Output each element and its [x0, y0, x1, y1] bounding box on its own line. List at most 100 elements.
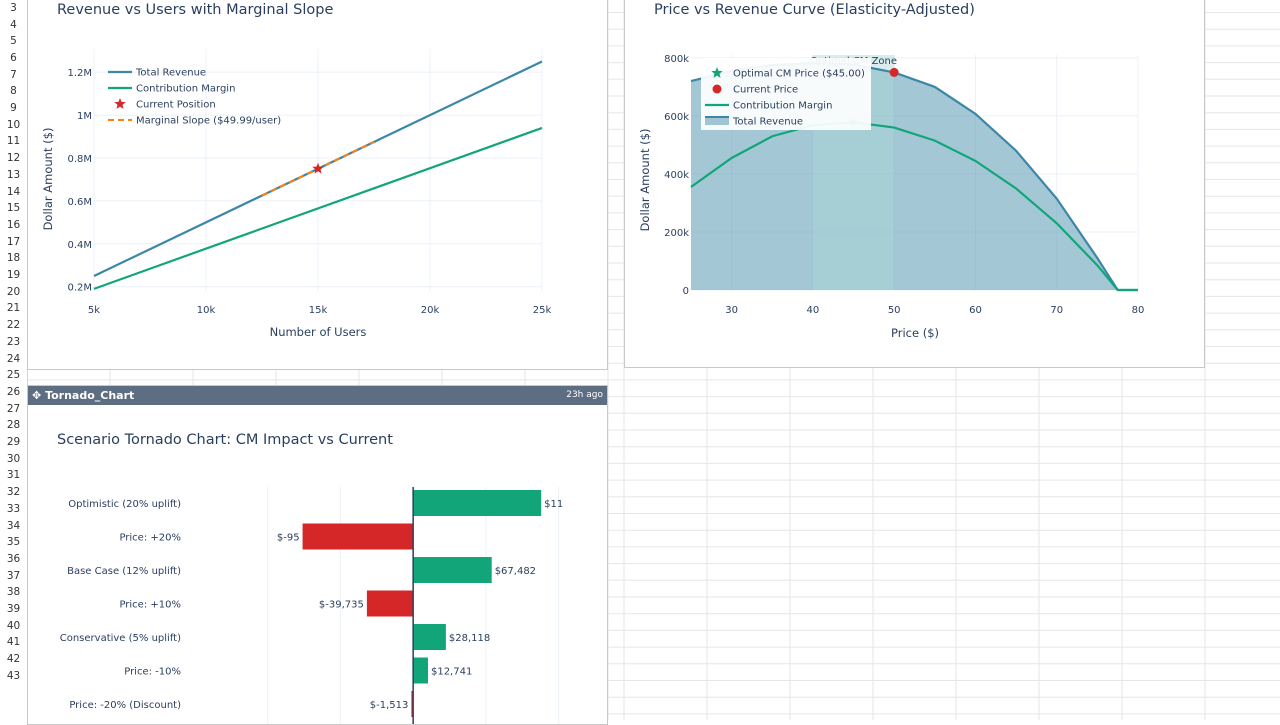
row-number[interactable]: 39 [6, 603, 21, 615]
legend-swatch [114, 98, 126, 109]
x-axis-title: Price ($) [891, 326, 939, 340]
x-tick-label: 40 [807, 305, 820, 316]
row-number[interactable]: 40 [6, 619, 21, 632]
series-line [93, 126, 543, 290]
y-tick-label: 0 [683, 286, 689, 297]
row-number[interactable]: 37 [6, 569, 21, 582]
tornado-panel[interactable]: ✥ Tornado_Chart 23h ago Optimistic (20% … [27, 385, 608, 725]
row-number[interactable]: 25 [6, 369, 21, 382]
row-number[interactable]: 23 [6, 335, 21, 348]
chart-title: Price vs Revenue Curve (Elasticity-Adjus… [654, 2, 975, 18]
row-number[interactable]: 42 [6, 653, 21, 666]
row-number[interactable]: 20 [6, 285, 21, 298]
tornado-chart: Optimistic (20% uplift) $11 Price: +20% $-9… [57, 432, 563, 724]
x-tick-label: 30 [725, 305, 738, 316]
tornado-bar [302, 523, 414, 550]
row-number[interactable]: 10 [6, 118, 21, 131]
legend-item-label: Contribution Margin [733, 101, 832, 112]
tornado-bar [366, 590, 414, 617]
category-label: Base Case (12% uplift) [67, 566, 181, 577]
row-number[interactable]: 24 [6, 352, 21, 365]
category-label: Optimistic (20% uplift) [68, 499, 181, 510]
row-number[interactable]: 38 [6, 586, 21, 599]
row-number[interactable]: 29 [6, 436, 21, 448]
chart-title: Revenue vs Users with Marginal Slope [57, 2, 333, 18]
y-tick-label: 0.4M [67, 240, 92, 251]
price-revenue-chart: Optimal CM Zone 3040506070800200k400k600… [638, 2, 1145, 340]
move-icon[interactable]: ✥ [32, 389, 42, 402]
legend-swatch [712, 84, 722, 94]
row-number[interactable]: 30 [6, 452, 21, 465]
bar-value-label: $-39,735 [319, 600, 364, 611]
row-number[interactable]: 28 [6, 419, 21, 432]
row-number[interactable]: 27 [6, 402, 21, 415]
row-number[interactable]: 12 [6, 152, 21, 165]
row-number[interactable]: 35 [6, 536, 21, 549]
chart-title: Scenario Tornado Chart: CM Impact vs Cur… [57, 432, 393, 448]
row-number[interactable]: 31 [6, 469, 21, 482]
row-number[interactable]: 33 [6, 502, 21, 515]
y-tick-label: 0.8M [67, 154, 92, 165]
legend-item-label: Marginal Slope ($49.99/user) [136, 116, 281, 127]
legend-item-label: Current Position [136, 100, 216, 111]
row-number[interactable]: 14 [6, 185, 21, 198]
row-number[interactable]: 21 [6, 302, 21, 315]
bar-value-label: $12,741 [431, 667, 472, 678]
x-tick-label: 5k [88, 305, 100, 316]
row-number[interactable]: 26 [6, 385, 21, 398]
price-revenue-panel[interactable]: Optimal CM Zone 3040506070800200k400k600… [624, 0, 1205, 368]
y-axis-title: Dollar Amount ($) [638, 129, 652, 232]
category-label: Price: -10% [124, 667, 181, 678]
contribution-margin-line [690, 121, 1138, 292]
row-number[interactable]: 8 [10, 85, 17, 98]
tornado-bar [413, 624, 446, 650]
row-number[interactable]: 3 [10, 1, 17, 14]
row-number[interactable]: 43 [6, 669, 21, 682]
row-header-column: 3 4 5 6 7 8 9 10 11 12 13 14 15 16 17 18 19 20 21 22 23 24 25 2… [0, 0, 28, 720]
current-price-marker [889, 67, 899, 77]
category-label: Price: -20% (Discount) [69, 700, 181, 711]
row-number[interactable]: 17 [6, 235, 21, 248]
row-number[interactable]: 22 [6, 319, 21, 332]
x-tick-label: 50 [888, 305, 901, 316]
y-tick-label: 0.2M [67, 283, 92, 294]
revenue-users-panel[interactable]: 5k 10k 15k 20k 25k 0.2M 0.4M 0.6M 0.8M 1M 1.2M Rev… [27, 0, 608, 370]
row-number[interactable]: 16 [6, 218, 21, 231]
category-label: Price: +20% [119, 533, 181, 544]
y-tick-label: 800k [664, 54, 689, 65]
row-number[interactable]: 4 [10, 18, 17, 31]
row-number[interactable]: 34 [6, 519, 21, 532]
x-axis-title: Number of Users [270, 325, 367, 339]
row-number[interactable]: 9 [10, 102, 17, 114]
panel-header[interactable]: ✥ Tornado_Chart 23h ago [28, 386, 607, 405]
y-tick-label: 200k [664, 228, 689, 239]
legend[interactable]: Total Revenue Contribution Margin Current … [108, 68, 281, 127]
x-tick-label: 15k [309, 305, 328, 316]
row-number[interactable]: 5 [10, 35, 17, 48]
tornado-bar [411, 691, 414, 717]
x-tick-label: 25k [533, 305, 552, 316]
row-number[interactable]: 13 [6, 168, 21, 181]
row-number[interactable]: 32 [6, 486, 21, 499]
row-number[interactable]: 6 [10, 51, 17, 64]
x-tick-label: 10k [197, 305, 216, 316]
row-number[interactable]: 15 [6, 202, 21, 215]
legend[interactable]: Optimal CM Price ($45.00) Current Price Co… [701, 58, 871, 130]
legend-swatch [705, 117, 729, 125]
tornado-bar [413, 557, 492, 583]
category-label: Price: +10% [119, 600, 181, 611]
row-number[interactable]: 11 [6, 135, 21, 148]
row-number[interactable]: 19 [6, 269, 21, 281]
x-tick-label: 80 [1132, 305, 1145, 316]
x-tick-label: 60 [969, 305, 982, 316]
legend-item-label: Optimal CM Price ($45.00) [733, 69, 865, 80]
row-number[interactable]: 36 [6, 552, 21, 565]
y-tick-label: 400k [664, 170, 689, 181]
tornado-bar [413, 490, 542, 516]
row-number[interactable]: 7 [10, 68, 17, 81]
bar-value-label: $11 [544, 499, 563, 510]
panel-header-title: Tornado_Chart [45, 389, 135, 402]
row-number[interactable]: 18 [6, 252, 21, 265]
row-number[interactable]: 41 [6, 636, 21, 649]
panel-header-timestamp: 23h ago [566, 390, 603, 400]
